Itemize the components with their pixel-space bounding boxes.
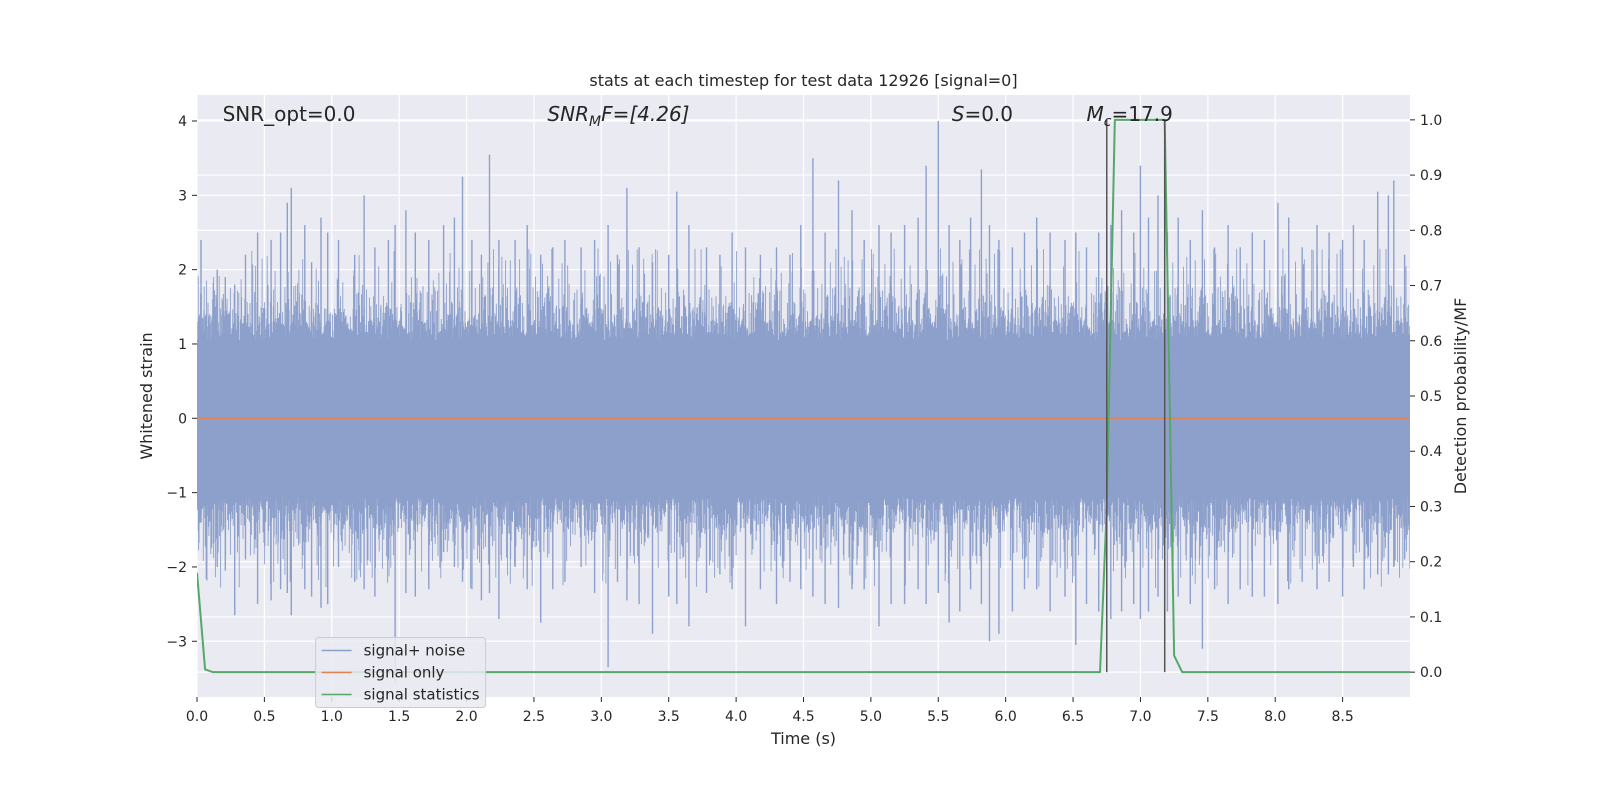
y-tick-label-right: 0.4 — [1420, 444, 1442, 460]
y-tick-label-right: 0.1 — [1420, 610, 1442, 626]
plot-content — [197, 118, 1410, 683]
annotation-mc-sub: c — [1104, 114, 1112, 130]
x-tick-label: 0.0 — [186, 709, 208, 725]
x-tick-label: 3.5 — [658, 709, 680, 725]
legend: signal+ noise signal only signal statist… — [315, 637, 487, 709]
chart-title: stats at each timestep for test data 129… — [589, 71, 1017, 90]
ticks: 0.0 0.5 1.0 1.5 2.0 2.5 3.0 3.5 4.0 4.5 5.0 5.5 6.0 6… — [166, 113, 1442, 725]
x-tick-label: 7.0 — [1129, 709, 1151, 725]
legend-label-signal-only: signal only — [364, 664, 445, 682]
x-tick-label: 6.5 — [1062, 709, 1084, 725]
signal-statistics-line — [197, 118, 1410, 674]
y-axis-label-left: Whitened strain — [137, 332, 156, 459]
y-tick-label-left: 1 — [178, 337, 187, 353]
annotation-mc: Mc=17.9 — [1087, 102, 1173, 130]
x-tick-label: 7.5 — [1197, 709, 1219, 725]
y-tick-label-right: 0.6 — [1420, 334, 1442, 350]
y-tick-label-right: 0.9 — [1420, 168, 1442, 184]
y-tick-label-right: 0.3 — [1420, 499, 1442, 515]
y-tick-label-right: 1.0 — [1420, 113, 1442, 129]
signal-plus-noise-series — [197, 121, 1410, 683]
annotation-mc-rest: =17.9 — [1112, 102, 1173, 126]
y-tick-label-left: 3 — [178, 188, 187, 204]
signal-statistics-series — [197, 118, 1410, 674]
x-tick-label: 2.5 — [523, 709, 545, 725]
legend-label-signal-plus-noise: signal+ noise — [364, 642, 466, 660]
annotation-snr-mf-rest: F=[4.26] — [601, 102, 689, 126]
annotation-snr-opt: SNR_opt=0.0 — [223, 102, 356, 126]
x-tick-label: 8.5 — [1331, 709, 1353, 725]
annotation-mc-main: M — [1087, 102, 1104, 126]
x-tick-label: 5.5 — [927, 709, 949, 725]
x-tick-label: 3.0 — [590, 709, 612, 725]
annotation-s-main: S — [952, 102, 965, 126]
annotation-snr-mf-main: SNR — [547, 102, 589, 126]
y-tick-label-left: −1 — [166, 486, 187, 502]
x-tick-label: 5.0 — [860, 709, 882, 725]
y-tick-label-right: 0.8 — [1420, 223, 1442, 239]
y-tick-label-right: 0.5 — [1420, 389, 1442, 405]
x-tick-label: 2.0 — [455, 709, 477, 725]
x-tick-label: 0.5 — [253, 709, 275, 725]
x-tick-label: 6.0 — [995, 709, 1017, 725]
y-tick-label-left: 4 — [178, 114, 187, 130]
y-tick-label-right: 0.7 — [1420, 279, 1442, 295]
x-axis-label: Time (s) — [770, 729, 836, 748]
y-axis-label-right: Detection probability/MF — [1451, 298, 1470, 495]
y-tick-label-left: 0 — [178, 411, 187, 427]
x-tick-label: 4.5 — [792, 709, 814, 725]
y-tick-label-left: 2 — [178, 263, 187, 279]
x-tick-label: 1.0 — [321, 709, 343, 725]
legend-box — [315, 637, 487, 709]
vertical-markers — [1106, 119, 1166, 673]
y-tick-label-left: −3 — [166, 634, 187, 650]
legend-label-signal-statistics: signal statistics — [364, 686, 480, 704]
annotation-snr-mf: SNRMF=[4.26] — [547, 102, 689, 130]
annotation-s-rest: =0.0 — [964, 102, 1013, 126]
annotation-snr-mf-sub: M — [589, 114, 601, 130]
y-tick-label-left: −2 — [166, 560, 187, 576]
x-tick-label: 8.0 — [1264, 709, 1286, 725]
x-tick-label: 1.5 — [388, 709, 410, 725]
x-tick-label: 4.0 — [725, 709, 747, 725]
y-tick-label-right: 0.0 — [1420, 665, 1442, 681]
y-tick-label-right: 0.2 — [1420, 555, 1442, 571]
annotation-s: S=0.0 — [952, 102, 1013, 126]
